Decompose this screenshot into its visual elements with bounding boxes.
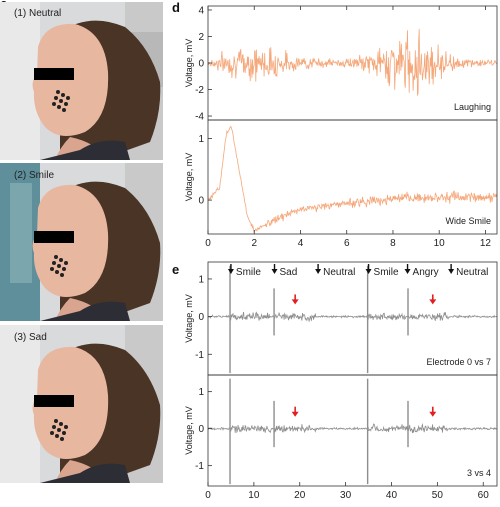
d-wide-smile-ylabel: Voltage, mV <box>184 153 194 202</box>
e-3-vs-4-ylabel: Voltage, mV <box>184 406 194 455</box>
e-electrode-0-vs-7-event-arrow-3 <box>365 269 372 274</box>
e-electrode-0-vs-7-event-label-1: Sad <box>280 267 298 278</box>
photo-label-sad: (3) Sad <box>14 332 47 343</box>
e-electrode-0-vs-7-event-label-2: Neutral <box>323 267 355 278</box>
e-electrode-0-vs-7-event-label-0: Smile <box>236 267 261 278</box>
d-laughing-annotation: Laughing <box>454 102 491 112</box>
d-laughing-ytick-label-1: -2 <box>195 85 204 96</box>
e-3-vs-4-series-line <box>207 423 498 434</box>
d-laughing-series-line <box>207 28 498 96</box>
d-wide-smile-xtick-label-1: 2 <box>251 238 257 249</box>
d-wide-smile-xtick-label-6: 12 <box>480 238 492 249</box>
d-laughing-ytick-label-3: 2 <box>198 32 204 43</box>
d-wide-smile-xtick-label-3: 6 <box>344 238 350 249</box>
e-3-vs-4-ytick-label-1: 0 <box>198 424 204 435</box>
photo-label-neutral: (1) Neutral <box>14 8 62 19</box>
photo-sad <box>0 325 163 483</box>
e-electrode-0-vs-7-event-arrow-2 <box>315 269 322 274</box>
e-3-vs-4-annotation: 3 vs 4 <box>467 468 491 478</box>
d-wide-smile-xtick-label-4: 8 <box>390 238 396 249</box>
d-laughing-ytick-label-0: -4 <box>195 112 204 123</box>
e-electrode-0-vs-7-event-arrow-5 <box>448 269 455 274</box>
e-electrode-0-vs-7-highlight-arrow-1 <box>429 299 437 305</box>
d-wide-smile-annotation: Wide Smile <box>445 216 491 226</box>
e-3-vs-4-ytick-label-2: 1 <box>198 387 204 398</box>
panel-e-letter: e <box>172 262 180 277</box>
d-wide-smile-frame <box>207 119 498 235</box>
e-electrode-0-vs-7-event-label-3: Smile <box>374 267 399 278</box>
e-electrode-0-vs-7-ytick-label-0: -1 <box>195 350 204 361</box>
e-electrode-0-vs-7-ytick-label-2: 1 <box>198 274 204 285</box>
e-electrode-0-vs-7-annotation: Electrode 0 vs 7 <box>426 357 491 367</box>
e-3-vs-4-xtick-label-3: 30 <box>340 490 352 501</box>
e-3-vs-4-xtick-label-1: 10 <box>248 490 260 501</box>
d-wide-smile-xtick-label-5: 10 <box>434 238 446 249</box>
photo-neutral <box>0 2 163 160</box>
e-electrode-0-vs-7-ylabel: Voltage, mV <box>184 294 194 343</box>
e-electrode-0-vs-7-event-arrow-0 <box>227 269 234 274</box>
d-wide-smile-xtick-label-0: 0 <box>205 238 211 249</box>
e-electrode-0-vs-7-event-label-5: Neutral <box>456 267 488 278</box>
e-electrode-0-vs-7-event-arrow-1 <box>271 269 278 274</box>
e-3-vs-4-xtick-label-4: 40 <box>386 490 398 501</box>
e-electrode-0-vs-7-ytick-label-1: 0 <box>198 312 204 323</box>
photo-label-smile: (2) Smile <box>14 170 55 181</box>
d-laughing-ylabel: Voltage, mV <box>184 39 194 88</box>
e-3-vs-4-ytick-label-0: -1 <box>195 461 204 472</box>
e-3-vs-4-xtick-label-0: 0 <box>205 490 211 501</box>
e-electrode-0-vs-7-series-line <box>207 311 498 323</box>
d-laughing-ytick-label-4: 4 <box>198 5 204 16</box>
e-3-vs-4-highlight-arrow-0 <box>291 411 299 417</box>
panel-d-letter: d <box>172 0 180 15</box>
e-electrode-0-vs-7-highlight-arrow-0 <box>291 299 299 305</box>
d-wide-smile-ytick-label-1: 1 <box>198 134 204 145</box>
photo-smile <box>0 163 163 321</box>
face-photo-neutral <box>0 2 163 160</box>
d-laughing-ytick-label-2: 0 <box>198 59 204 70</box>
e-3-vs-4-xtick-label-5: 50 <box>432 490 444 501</box>
e-electrode-0-vs-7-event-arrow-4 <box>404 269 411 274</box>
e-3-vs-4-xtick-label-6: 60 <box>478 490 490 501</box>
e-3-vs-4-highlight-arrow-1 <box>429 411 437 417</box>
d-wide-smile-series-line <box>207 125 498 234</box>
d-wide-smile-ytick-label-0: 0 <box>198 196 204 207</box>
e-electrode-0-vs-7-event-label-4: Angry <box>413 267 439 278</box>
e-3-vs-4-xtick-label-2: 20 <box>294 490 306 501</box>
face-photo-smile <box>0 163 163 321</box>
face-photo-sad <box>0 325 163 483</box>
e-3-vs-4-frame <box>207 374 498 487</box>
d-wide-smile-xtick-label-2: 4 <box>298 238 304 249</box>
